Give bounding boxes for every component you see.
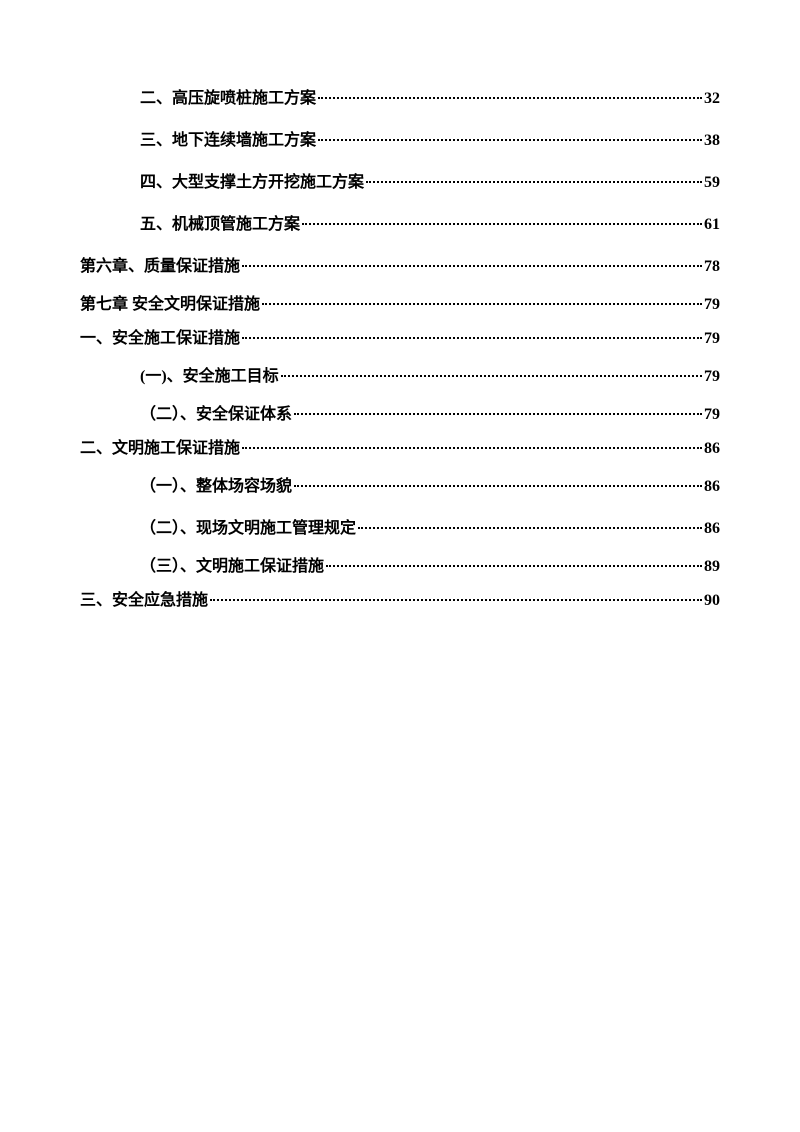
toc-entry: 三、地下连续墙施工方案 38	[80, 122, 720, 160]
toc-entry-leader	[242, 437, 702, 449]
toc-entry-label: 四、大型支撑土方开挖施工方案	[140, 164, 364, 202]
toc-entry: 第六章、质量保证措施 78	[80, 248, 720, 286]
toc-entry-leader	[242, 327, 702, 339]
toc-entry: （三）、文明施工保证措施 89	[80, 552, 720, 582]
toc-container: 二、高压旋喷桩施工方案 32 三、地下连续墙施工方案 38 四、大型支撑土方开挖施工方案…	[80, 80, 720, 616]
toc-entry-leader	[294, 403, 702, 415]
toc-entry: （二）、现场文明施工管理规定 86	[80, 510, 720, 548]
toc-entry-page: 32	[704, 80, 720, 118]
toc-entry-label: 五、机械顶管施工方案	[140, 206, 300, 244]
toc-entry-label: (一)、安全施工目标	[140, 358, 279, 396]
toc-entry: (一)、安全施工目标 79	[80, 358, 720, 396]
toc-entry: 四、大型支撑土方开挖施工方案 59	[80, 164, 720, 202]
toc-entry-label: （三）、文明施工保证措施	[140, 552, 324, 582]
toc-entry-leader	[302, 213, 702, 225]
toc-entry-leader	[210, 589, 702, 601]
toc-entry: （二）、安全保证体系 79	[80, 400, 720, 430]
toc-entry-page: 90	[704, 586, 720, 616]
toc-entry-label: （一）、整体场容场貌	[140, 468, 292, 506]
toc-entry-page: 79	[704, 400, 720, 430]
toc-entry-leader	[358, 517, 702, 529]
toc-entry-leader	[294, 475, 702, 487]
toc-entry-page: 79	[704, 290, 720, 320]
toc-entry-label: （二）、现场文明施工管理规定	[140, 510, 356, 548]
toc-entry-page: 86	[704, 510, 720, 548]
toc-entry-page: 89	[704, 552, 720, 582]
toc-entry-label: 第六章、质量保证措施	[80, 248, 240, 286]
toc-entry-label: 二、文明施工保证措施	[80, 434, 240, 464]
toc-entry-page: 79	[704, 324, 720, 354]
toc-page: 二、高压旋喷桩施工方案 32 三、地下连续墙施工方案 38 四、大型支撑土方开挖施工方案…	[0, 0, 800, 616]
toc-entry-page: 86	[704, 468, 720, 506]
toc-entry: 五、机械顶管施工方案 61	[80, 206, 720, 244]
toc-entry-label: （二）、安全保证体系	[140, 400, 292, 430]
toc-entry-leader	[318, 87, 702, 99]
toc-entry: 三、安全应急措施 90	[80, 586, 720, 616]
toc-entry-page: 78	[704, 248, 720, 286]
toc-entry-leader	[262, 293, 702, 305]
toc-entry-page: 59	[704, 164, 720, 202]
toc-entry-label: 二、高压旋喷桩施工方案	[140, 80, 316, 118]
toc-entry-leader	[366, 171, 702, 183]
toc-entry-label: 三、安全应急措施	[80, 586, 208, 616]
toc-entry-page: 61	[704, 206, 720, 244]
toc-entry: 二、文明施工保证措施 86	[80, 434, 720, 464]
toc-entry-leader	[318, 129, 702, 141]
toc-entry: 二、高压旋喷桩施工方案 32	[80, 80, 720, 118]
toc-entry-label: 三、地下连续墙施工方案	[140, 122, 316, 160]
toc-entry-page: 79	[704, 358, 720, 396]
toc-entry-page: 38	[704, 122, 720, 160]
toc-entry-leader	[326, 555, 702, 567]
toc-entry: 第七章 安全文明保证措施 79	[80, 290, 720, 320]
toc-entry-label: 第七章 安全文明保证措施	[80, 290, 260, 320]
toc-entry: （一）、整体场容场貌 86	[80, 468, 720, 506]
toc-entry-page: 86	[704, 434, 720, 464]
toc-entry-leader	[242, 255, 702, 267]
toc-entry-label: 一、安全施工保证措施	[80, 324, 240, 354]
toc-entry: 一、安全施工保证措施 79	[80, 324, 720, 354]
toc-entry-leader	[281, 365, 702, 377]
